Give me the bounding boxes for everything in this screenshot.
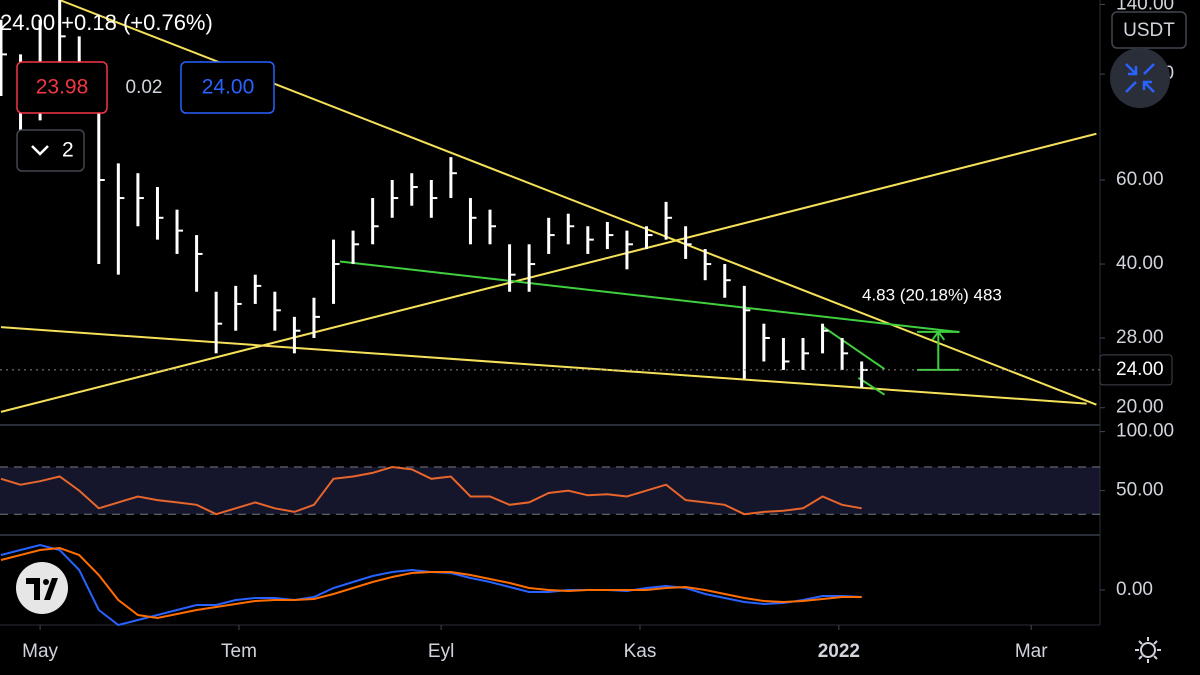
x-tick-label: Eyl <box>428 641 454 662</box>
sell-button[interactable] <box>16 61 108 114</box>
quote: 24.00 +0.18 (+0.76%) <box>0 10 213 35</box>
settings-icon[interactable] <box>1135 637 1161 663</box>
collapse-icon <box>1125 63 1155 93</box>
chevron-icon <box>31 145 49 156</box>
indicators-toggle[interactable] <box>16 129 85 172</box>
indicators-count[interactable]: 2 <box>62 139 74 162</box>
x-tick-label: Kas <box>624 641 657 662</box>
y-tick-label: 28.00 <box>1116 327 1164 348</box>
y-tick-label: 140.00 <box>1116 0 1174 14</box>
collapse-button[interactable] <box>1110 48 1170 108</box>
trendline <box>0 326 1087 405</box>
y-tick-label: 100.00 <box>1116 421 1174 442</box>
x-tick-label: May <box>22 641 58 662</box>
buy-button[interactable] <box>180 61 275 114</box>
spread: 0.02 <box>126 77 163 98</box>
y-tick-label: 0.00 <box>1116 579 1153 600</box>
x-tick-label: Mar <box>1015 641 1048 662</box>
logo-bg <box>16 562 68 614</box>
trendline <box>821 325 886 370</box>
last-price-label: 24.00 <box>1116 359 1164 380</box>
rsi-line <box>0 465 862 516</box>
bid-price[interactable]: 23.98 <box>36 76 89 99</box>
settings-rays <box>1135 637 1161 663</box>
ask-price[interactable]: 24.00 <box>202 76 255 99</box>
logo-dot <box>43 579 49 585</box>
rsi-band <box>0 467 1100 515</box>
y-tick-label: 60.00 <box>1116 169 1164 190</box>
tradingview-logo <box>16 562 68 614</box>
currency[interactable]: USDT <box>1123 20 1175 41</box>
trendline <box>0 132 1097 413</box>
y-tick-label: 50.00 <box>1116 480 1164 501</box>
last-price-box <box>1099 354 1173 386</box>
measure-arrow <box>931 330 946 370</box>
logo-glyph <box>26 578 58 600</box>
y-tick-label: 20.00 <box>1116 397 1164 418</box>
settings-ring[interactable] <box>1140 642 1156 658</box>
currency-button[interactable] <box>1111 11 1187 49</box>
measure-label: 4.83 (20.18%) 483 <box>862 285 1002 304</box>
x-tick-label: 2022 <box>818 641 860 662</box>
trendline <box>339 260 960 334</box>
x-tick-label: Tem <box>221 641 257 662</box>
y-tick-label: 40.00 <box>1116 253 1164 274</box>
macd-line <box>0 546 862 620</box>
